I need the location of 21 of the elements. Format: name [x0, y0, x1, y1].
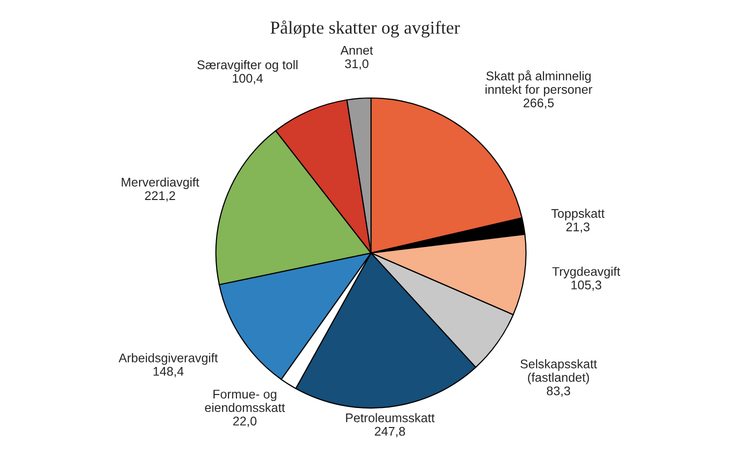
slice-label: Merverdiavgift: [122, 177, 200, 190]
chart-title: Påløpte skatter og avgifter: [270, 20, 460, 38]
slice-label: Arbeidsgiveravgift: [118, 353, 218, 365]
data-label: 83,3: [546, 386, 570, 397]
slice-label: Skatt på alminnelig inntekt for personer: [486, 70, 592, 96]
data-label: 31,0: [345, 59, 368, 70]
slice-label: Petroleumsskatt: [346, 413, 435, 422]
data-label: 21,3: [566, 222, 590, 233]
slice-label: Særavgifter og toll: [197, 60, 298, 72]
data-label: 22,0: [233, 416, 256, 427]
data-label: 247,8: [374, 426, 405, 438]
data-label: 100,4: [232, 74, 263, 84]
slice-label: Formue- og eiendomsskatt: [205, 390, 285, 412]
data-label: 266,5: [524, 98, 554, 109]
slice-label: Trygdeavgift: [552, 266, 620, 278]
slice-label: Selskapsskatt (fastlandet): [520, 359, 597, 384]
data-label: 105,3: [571, 280, 602, 291]
slice-label: Annet: [340, 46, 373, 55]
slice-label: Toppskatt: [551, 208, 605, 220]
data-label: 221,2: [145, 191, 176, 202]
data-label: 148,4: [154, 366, 184, 378]
